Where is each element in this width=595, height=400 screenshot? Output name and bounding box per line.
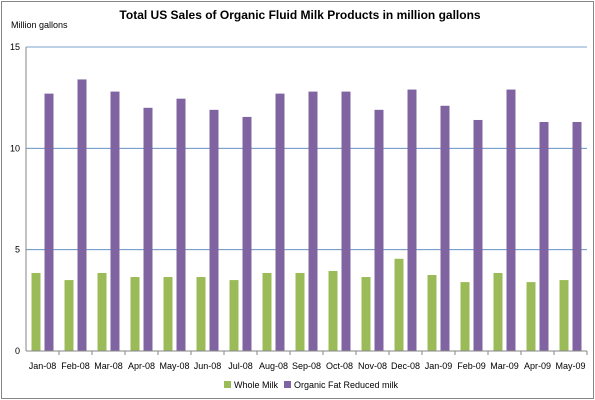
bar-whole-milk (229, 280, 239, 351)
bar-organic-fat-reduced-milk (572, 121, 582, 351)
bar-whole-milk (64, 280, 74, 351)
bar-whole-milk (196, 277, 206, 351)
bar-whole-milk (130, 277, 140, 351)
x-tick-label: Nov-08 (358, 361, 387, 371)
bar-organic-fat-reduced-milk (506, 89, 516, 351)
x-tick-label: Mar-08 (94, 361, 123, 371)
x-tick-label: Jan-09 (425, 361, 453, 371)
legend-label: Whole Milk (234, 380, 279, 390)
x-tick-label: Sep-08 (292, 361, 321, 371)
legend: Whole Milk Organic Fat Reduced milk (224, 380, 399, 390)
x-tick-label: Dec-08 (391, 361, 420, 371)
bar-whole-milk (394, 258, 404, 351)
y-tick-label: 10 (10, 143, 20, 153)
y-tick-label: 5 (15, 245, 20, 255)
bar-whole-milk (31, 272, 41, 351)
bar-whole-milk (97, 272, 107, 351)
bar-whole-milk (493, 272, 503, 351)
bar-whole-milk (262, 272, 272, 351)
bar-organic-fat-reduced-milk (473, 119, 483, 352)
bar-organic-fat-reduced-milk (440, 105, 450, 351)
x-tick-label: Aug-08 (259, 361, 288, 371)
bar-whole-milk (526, 282, 536, 351)
bar-whole-milk (361, 277, 371, 351)
chart-title: Total US Sales of Organic Fluid Milk Pro… (119, 8, 480, 22)
y-axis-label: Million gallons (11, 20, 68, 30)
x-tick-label: Jun-08 (194, 361, 222, 371)
x-tick-label: Jul-08 (228, 361, 253, 371)
bar-organic-fat-reduced-milk (374, 109, 384, 352)
bar-organic-fat-reduced-milk (308, 91, 318, 351)
x-tick-label: Mar-09 (490, 361, 519, 371)
bar-whole-milk (328, 270, 338, 351)
bar-whole-milk (163, 277, 173, 351)
bar-organic-fat-reduced-milk (407, 89, 417, 351)
legend-swatch (224, 381, 231, 388)
x-tick-label: Oct-08 (326, 361, 353, 371)
x-tick-label: Jan-08 (29, 361, 57, 371)
x-tick-label: Feb-08 (61, 361, 90, 371)
bar-organic-fat-reduced-milk (110, 91, 120, 351)
bar-organic-fat-reduced-milk (77, 79, 87, 351)
bar-organic-fat-reduced-milk (44, 93, 54, 351)
bar-whole-milk (295, 272, 305, 351)
y-tick-label: 0 (15, 346, 20, 356)
bar-organic-fat-reduced-milk (209, 109, 219, 352)
bar-organic-fat-reduced-milk (341, 91, 351, 351)
x-tick-label: Apr-08 (128, 361, 155, 371)
y-tick-label: 15 (10, 42, 20, 52)
bar-whole-milk (559, 280, 569, 351)
bar-organic-fat-reduced-milk (539, 121, 549, 351)
axes: 0 5 10 15 Jan-08 Feb-08 Mar-08 Apr-08 May-08 Jun-… (10, 42, 588, 371)
x-tick-label: Feb-09 (457, 361, 486, 371)
x-tick-label: May-08 (159, 361, 189, 371)
bar-organic-fat-reduced-milk (275, 93, 285, 351)
bar-organic-fat-reduced-milk (242, 116, 252, 351)
gridlines (26, 46, 587, 251)
legend-label: Organic Fat Reduced milk (294, 380, 399, 390)
bars (31, 79, 582, 352)
bar-organic-fat-reduced-milk (176, 98, 186, 352)
bar-organic-fat-reduced-milk (143, 107, 153, 351)
x-tick-label: Apr-09 (524, 361, 551, 371)
bar-whole-milk (460, 282, 470, 351)
bar-whole-milk (427, 275, 437, 351)
x-tick-label: May-09 (555, 361, 585, 371)
legend-swatch (284, 381, 291, 388)
